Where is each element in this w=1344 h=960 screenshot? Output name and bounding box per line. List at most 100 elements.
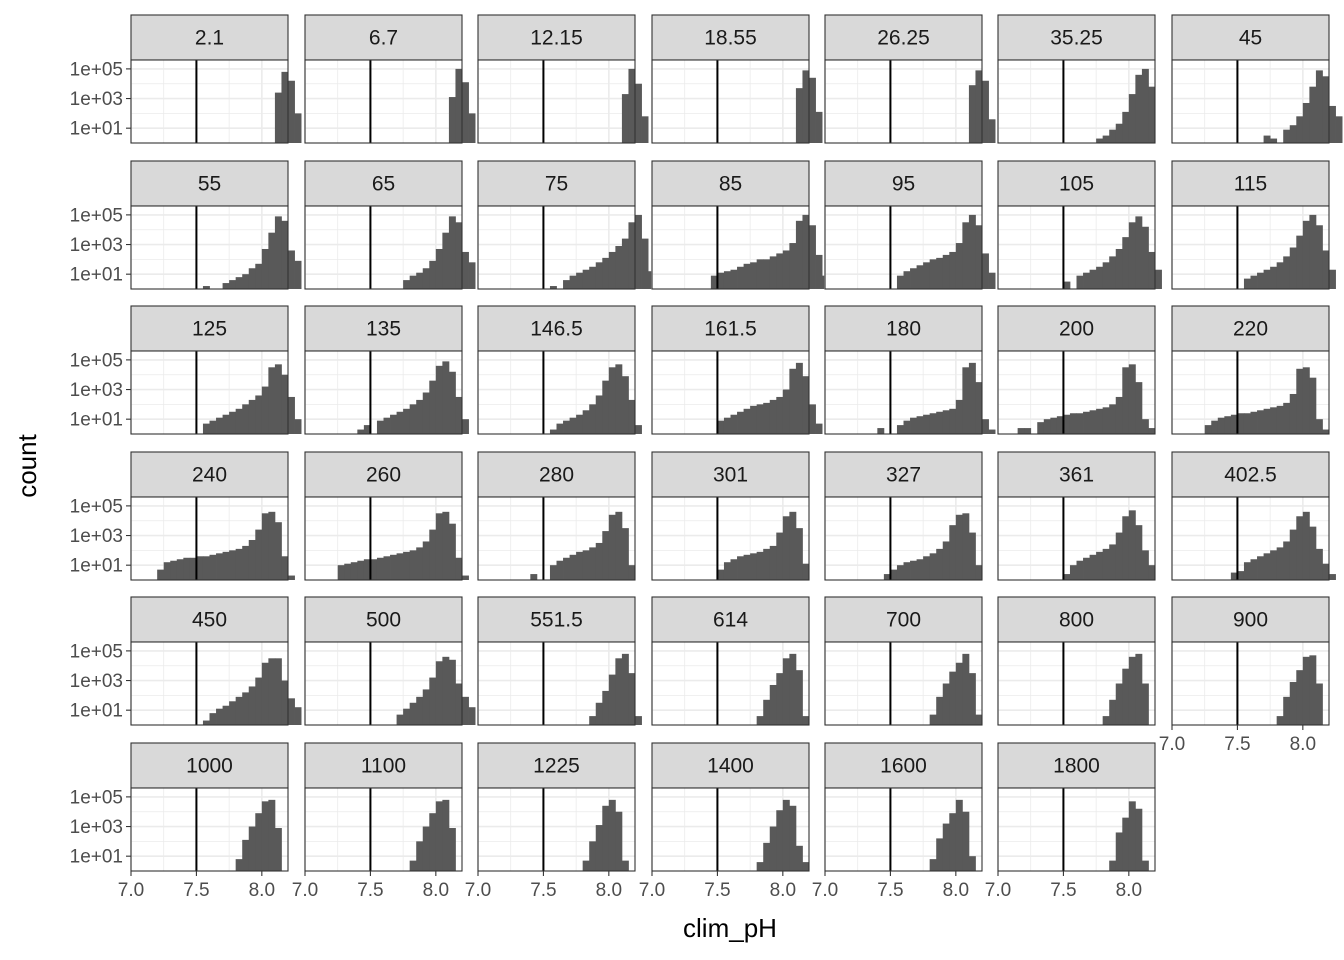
facet-strip	[477, 742, 636, 789]
facet-panel-55: 55 1e+01 1e+03 1e+05	[70, 160, 302, 290]
histogram-bar	[621, 528, 629, 580]
histogram-bar	[1315, 683, 1323, 725]
histogram-bar	[615, 364, 623, 434]
panel-border	[1171, 496, 1330, 581]
histogram-bar	[435, 801, 443, 871]
facet-strip-label: 85	[719, 173, 742, 196]
facet-panel-301: 301	[651, 451, 810, 581]
histogram-bar	[468, 262, 476, 289]
y-tick-label: 1e+05	[70, 350, 123, 371]
facet-strip	[824, 451, 983, 498]
histogram-bar	[1257, 272, 1264, 289]
histogram-bar	[776, 532, 784, 580]
histogram-bar	[802, 214, 810, 289]
histogram-bar	[955, 399, 963, 434]
histogram-bar	[416, 272, 424, 289]
histogram-bar	[422, 268, 430, 289]
histogram-bar	[435, 661, 443, 725]
histogram-bar	[795, 362, 803, 434]
facet-strip-label: 12.15	[530, 27, 583, 50]
histogram-bar	[1315, 225, 1323, 289]
y-tick-label: 1e+05	[70, 496, 123, 517]
histogram-bar	[468, 707, 476, 725]
facet-strip	[477, 14, 636, 61]
histogram-bar	[815, 111, 823, 143]
histogram-bar	[615, 511, 623, 580]
histogram-bar	[1276, 716, 1284, 725]
facet-strip	[824, 596, 983, 643]
histogram-bar	[589, 266, 597, 289]
histogram-bar	[268, 511, 276, 580]
histogram-bar	[455, 222, 463, 289]
histogram-bar	[235, 277, 243, 289]
histogram-bar	[910, 560, 917, 580]
histogram-bar	[429, 380, 437, 434]
histogram-bar	[1263, 408, 1271, 434]
histogram-bar	[641, 116, 649, 143]
histogram-bar	[769, 545, 777, 580]
histogram-bar	[717, 569, 725, 580]
histogram-bar	[595, 395, 603, 434]
histogram-bar	[923, 262, 931, 289]
histogram-bar	[549, 286, 557, 289]
histogram-bar	[602, 805, 610, 871]
histogram-bar	[1270, 266, 1278, 289]
x-tick-label: 7.5	[877, 880, 903, 901]
histogram-bar	[776, 396, 784, 434]
histogram-bar	[163, 562, 171, 580]
histogram-bar	[1283, 541, 1291, 580]
histogram-bar	[1122, 111, 1130, 143]
histogram-bar	[1283, 696, 1291, 725]
histogram-bar	[968, 532, 976, 580]
y-tick-label: 1e+05	[70, 205, 123, 226]
histogram-bar	[1322, 429, 1330, 434]
histogram-bar	[1083, 411, 1090, 434]
histogram-bar	[737, 411, 744, 434]
histogram-bar	[357, 560, 365, 580]
histogram-bar	[608, 514, 616, 580]
histogram-bar	[576, 414, 584, 434]
facet-strip-label: 1100	[361, 755, 406, 778]
histogram-bar	[1237, 413, 1245, 434]
facet-strip	[997, 305, 1156, 352]
histogram-bar	[563, 557, 570, 580]
histogram-bar	[802, 376, 810, 434]
histogram-bar	[396, 553, 404, 580]
histogram-bar	[782, 799, 790, 871]
histogram-bar	[795, 670, 803, 725]
histogram-bar	[1250, 275, 1258, 289]
histogram-bar	[337, 565, 345, 580]
histogram-bar	[962, 367, 970, 434]
facet-strip	[651, 451, 810, 498]
panel-border	[304, 496, 463, 581]
panel-border	[824, 205, 983, 290]
facet-strip-label: 6.7	[369, 27, 398, 50]
histogram-bar	[1302, 367, 1310, 434]
histogram-bar	[962, 653, 970, 725]
histogram-bar	[942, 254, 950, 289]
panel-border	[997, 205, 1156, 290]
histogram-bar	[1089, 269, 1097, 289]
facet-strip-label: 125	[192, 318, 227, 341]
panel-border	[1171, 205, 1330, 290]
histogram-bar	[802, 70, 810, 143]
histogram-bar	[1069, 565, 1077, 580]
histogram-bar	[1289, 125, 1297, 143]
facet-strip-label: 240	[192, 464, 227, 487]
histogram-bar	[1109, 129, 1117, 143]
x-tick-label: 7.0	[812, 880, 838, 901]
histogram-bar	[248, 539, 256, 580]
histogram-bar	[621, 376, 629, 434]
histogram-bar	[448, 523, 456, 580]
x-tick-label: 7.5	[704, 880, 730, 901]
histogram-bar	[1109, 544, 1117, 580]
facet-panel-65: 65	[304, 160, 476, 290]
histogram-bar	[409, 404, 417, 434]
histogram-bar	[949, 525, 957, 580]
panel-border	[477, 59, 636, 144]
y-tick-label: 1e+05	[70, 641, 123, 662]
histogram-bar	[929, 859, 937, 871]
histogram-bar	[1257, 556, 1264, 580]
histogram-bar	[242, 404, 250, 434]
histogram-bar	[776, 673, 784, 725]
